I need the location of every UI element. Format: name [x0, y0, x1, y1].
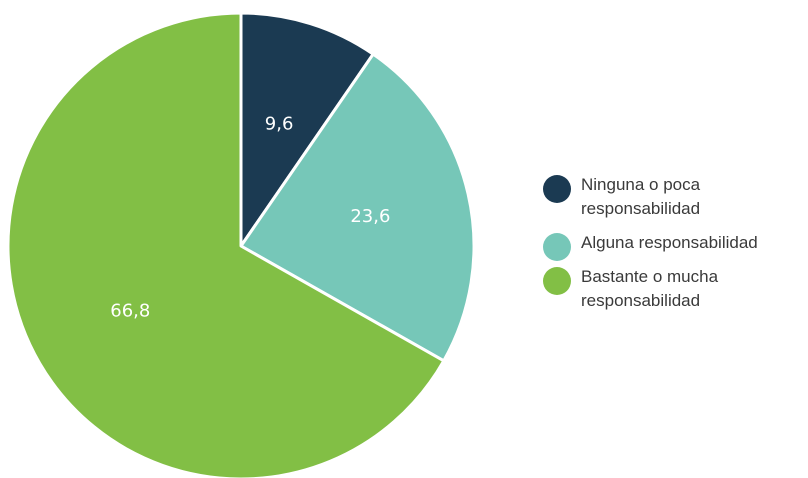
legend-swatch-alguna [543, 233, 571, 261]
legend-swatch-bastante [543, 267, 571, 295]
legend-swatch-ninguna [543, 175, 571, 203]
legend-label-bastante-line2: responsabilidad [581, 291, 701, 310]
legend-item-bastante: Bastante o mucha responsabilidad [543, 265, 808, 313]
pie-slice-bastante [6, 11, 446, 478]
legend-label-alguna: Alguna responsabilidad [581, 233, 758, 252]
pie-slice-ninguna [239, 11, 375, 248]
legend-item-ninguna: Ninguna o poca responsabilidad [543, 173, 808, 221]
legend-label-ninguna-line1: Ninguna o poca [581, 175, 701, 194]
slice-label-bastante: 66,8 [110, 301, 150, 322]
legend-label-ninguna-line2: responsabilidad [581, 199, 701, 218]
legend-label-bastante-line1: Bastante o mucha [581, 267, 719, 286]
slice-label-alguna: 23,6 [350, 206, 390, 227]
legend: Ninguna o poca responsabilidad Alguna re… [543, 173, 808, 323]
legend-item-alguna: Alguna responsabilidad [543, 231, 808, 261]
slice-label-ninguna: 9,6 [265, 114, 294, 135]
pie-slice-alguna [239, 52, 476, 363]
